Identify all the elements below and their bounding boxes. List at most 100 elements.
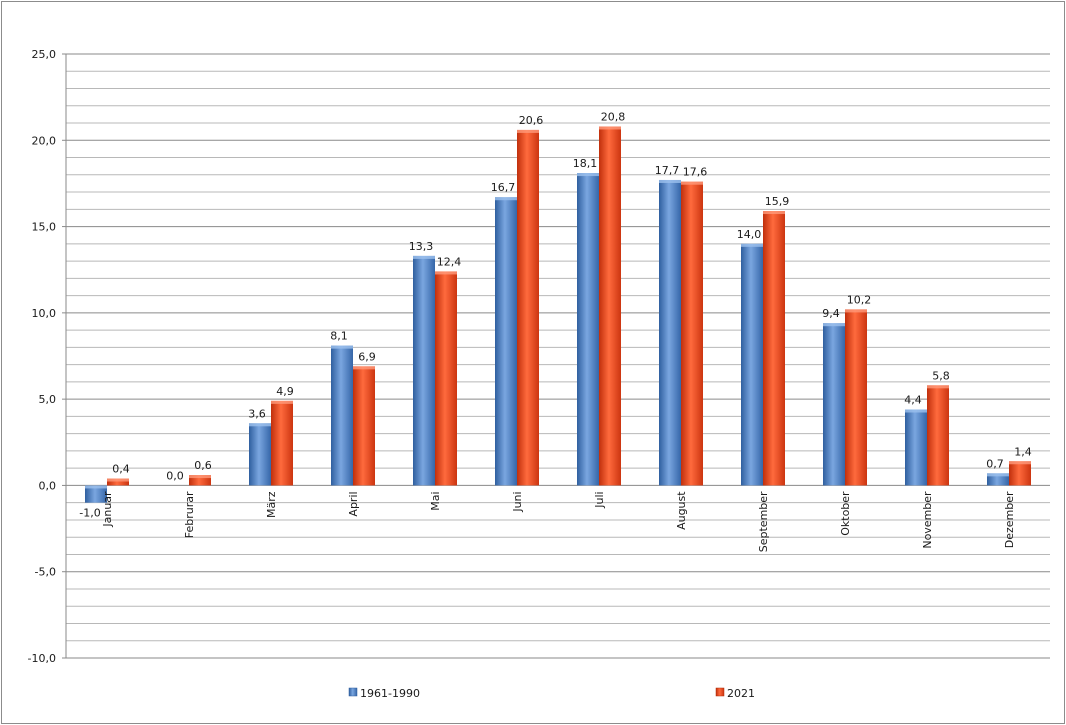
data-label: 15,9 bbox=[765, 195, 790, 208]
data-label: 20,6 bbox=[519, 114, 544, 127]
bar-reference bbox=[987, 473, 1009, 486]
x-category-label: April bbox=[347, 491, 360, 516]
bar-cap bbox=[905, 409, 927, 413]
x-category-label: März bbox=[265, 491, 278, 518]
data-label: -1,0 bbox=[79, 507, 100, 520]
bar-cap bbox=[353, 366, 375, 370]
y-tick-label: -5,0 bbox=[35, 566, 56, 579]
bar-reference bbox=[823, 323, 845, 486]
bar-current bbox=[681, 181, 703, 486]
bar-cap bbox=[681, 181, 703, 185]
y-tick-label: 15,0 bbox=[32, 221, 57, 234]
x-category-label: Oktober bbox=[839, 491, 852, 536]
bar-cap bbox=[763, 211, 785, 215]
y-tick-label: 5,0 bbox=[39, 393, 57, 406]
y-tick-label: -10,0 bbox=[28, 652, 56, 665]
data-label: 0,7 bbox=[986, 457, 1004, 470]
x-category-label: Mai bbox=[429, 491, 442, 510]
bar-cap bbox=[1009, 461, 1031, 465]
data-label: 12,4 bbox=[437, 255, 462, 268]
bar-reference bbox=[249, 423, 271, 486]
bar-cap bbox=[987, 473, 1009, 477]
data-label: 0,0 bbox=[166, 469, 184, 482]
bar-reference bbox=[413, 255, 435, 486]
bar-cap bbox=[189, 475, 211, 479]
bar-cap bbox=[599, 126, 621, 130]
data-label: 4,4 bbox=[904, 393, 922, 406]
bar-current bbox=[353, 366, 375, 486]
bar-current bbox=[271, 400, 293, 486]
bar-cap bbox=[577, 173, 599, 177]
bar-reference bbox=[577, 173, 599, 486]
legend: 1961-1990 2021 bbox=[348, 687, 755, 700]
bar-cap bbox=[85, 485, 107, 489]
bar-cap bbox=[107, 478, 129, 482]
data-label: 14,0 bbox=[737, 228, 762, 241]
bar-current bbox=[435, 271, 457, 486]
bar-current bbox=[599, 126, 621, 486]
x-category-label: September bbox=[757, 491, 770, 552]
legend-swatch bbox=[715, 687, 725, 697]
y-tick-label: 10,0 bbox=[32, 307, 57, 320]
bar-reference bbox=[905, 409, 927, 486]
x-category-label: Juni bbox=[511, 491, 524, 512]
bar-current bbox=[189, 475, 211, 486]
data-labels: -1,0 0,4 0,0 0,6 3,6 4,9 8,1 6,9 13,312,4 16,7 20,… bbox=[79, 110, 1031, 519]
data-label: 0,6 bbox=[194, 459, 212, 472]
legend-swatch bbox=[348, 687, 358, 697]
legend-label: 2021 bbox=[727, 687, 755, 700]
y-axis: 25,0 20,0 15,0 10,0 5,0 0,0 -5,0 -10,0 bbox=[28, 48, 67, 665]
grid bbox=[66, 53, 1050, 659]
bar-cap bbox=[659, 179, 681, 183]
x-category-label: August bbox=[675, 491, 688, 530]
bar-cap bbox=[271, 400, 293, 404]
data-label: 5,8 bbox=[932, 369, 950, 382]
data-label: 3,6 bbox=[248, 407, 266, 420]
bar-cap bbox=[249, 423, 271, 427]
x-category-label: Dezember bbox=[1003, 491, 1016, 548]
x-category-label: Januar bbox=[101, 491, 114, 528]
legend-label: 1961-1990 bbox=[360, 687, 420, 700]
bar-cap bbox=[331, 345, 353, 349]
bar-reference bbox=[659, 179, 681, 486]
data-label: 18,1 bbox=[573, 157, 598, 170]
bar-cap bbox=[845, 309, 867, 313]
data-label: 16,7 bbox=[491, 181, 516, 194]
data-label: 9,4 bbox=[822, 307, 840, 320]
x-axis-categories: Januar Februrar März April Mai Juni Juli August… bbox=[101, 491, 1016, 552]
x-category-label: Februrar bbox=[183, 491, 196, 538]
bar-cap bbox=[741, 243, 763, 247]
data-label: 1,4 bbox=[1014, 445, 1032, 458]
bar-current bbox=[763, 211, 785, 486]
data-label: 10,2 bbox=[847, 293, 872, 306]
bar-current bbox=[107, 478, 129, 486]
bar-cap bbox=[435, 271, 457, 275]
bar-cap bbox=[927, 385, 949, 389]
bar-cap bbox=[413, 255, 435, 259]
bar-current bbox=[845, 309, 867, 486]
bar-cap bbox=[517, 129, 539, 133]
bar-current bbox=[1009, 461, 1031, 486]
y-tick-label: 20,0 bbox=[32, 134, 57, 147]
data-label: 4,9 bbox=[276, 385, 294, 398]
data-label: 6,9 bbox=[358, 350, 376, 363]
bar-reference bbox=[85, 485, 107, 503]
bar-reference bbox=[331, 345, 353, 486]
x-category-label: November bbox=[921, 491, 934, 549]
x-category-label: Juli bbox=[593, 491, 606, 508]
bar-cap bbox=[495, 197, 517, 201]
bar-reference bbox=[495, 197, 517, 486]
bar-cap bbox=[823, 323, 845, 327]
bars bbox=[85, 126, 1031, 503]
y-tick-label: 25,0 bbox=[32, 48, 57, 61]
y-tick-label: 0,0 bbox=[39, 479, 57, 492]
bar-reference bbox=[741, 243, 763, 486]
data-label: 8,1 bbox=[330, 330, 348, 343]
data-label: 20,8 bbox=[601, 110, 626, 123]
data-label: 13,3 bbox=[409, 240, 434, 253]
bar-current bbox=[517, 129, 539, 486]
data-label: 0,4 bbox=[112, 463, 130, 476]
data-label: 17,6 bbox=[683, 166, 708, 179]
data-label: 17,7 bbox=[655, 164, 680, 177]
